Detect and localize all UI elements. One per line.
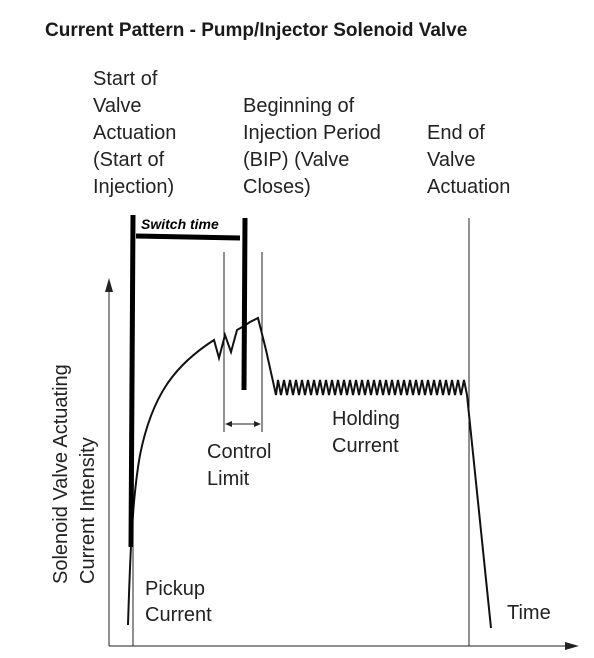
control-limit-arrowhead-left xyxy=(225,421,232,427)
time-axis-label: Time xyxy=(507,602,551,624)
switch-end-bar xyxy=(241,217,248,391)
holding-current-label: Holding Current xyxy=(332,408,405,457)
y-axis-arrowhead xyxy=(105,278,113,292)
diagram-title: Current Pattern - Pump/Injector Solenoid… xyxy=(45,20,467,41)
switch-time-bar xyxy=(135,233,241,241)
end-actuation-label: End of Valve Actuation xyxy=(427,122,510,198)
x-axis-arrowhead xyxy=(565,642,579,650)
switch-time-label: Switch time xyxy=(141,216,219,232)
bip-label: Beginning of Injection Period (BIP) (Val… xyxy=(243,95,386,198)
start-actuation-label: Start of Valve Actuation (Start of Injec… xyxy=(93,68,182,198)
switch-start-bar xyxy=(128,214,136,548)
current-curve xyxy=(127,316,492,629)
control-limit-arrowhead-right xyxy=(254,421,261,427)
y-axis-label: Solenoid Valve Actuating Current Intensi… xyxy=(50,359,99,584)
pickup-current-label: Pickup Current xyxy=(145,578,212,626)
control-limit-label: Control Limit xyxy=(207,441,277,490)
